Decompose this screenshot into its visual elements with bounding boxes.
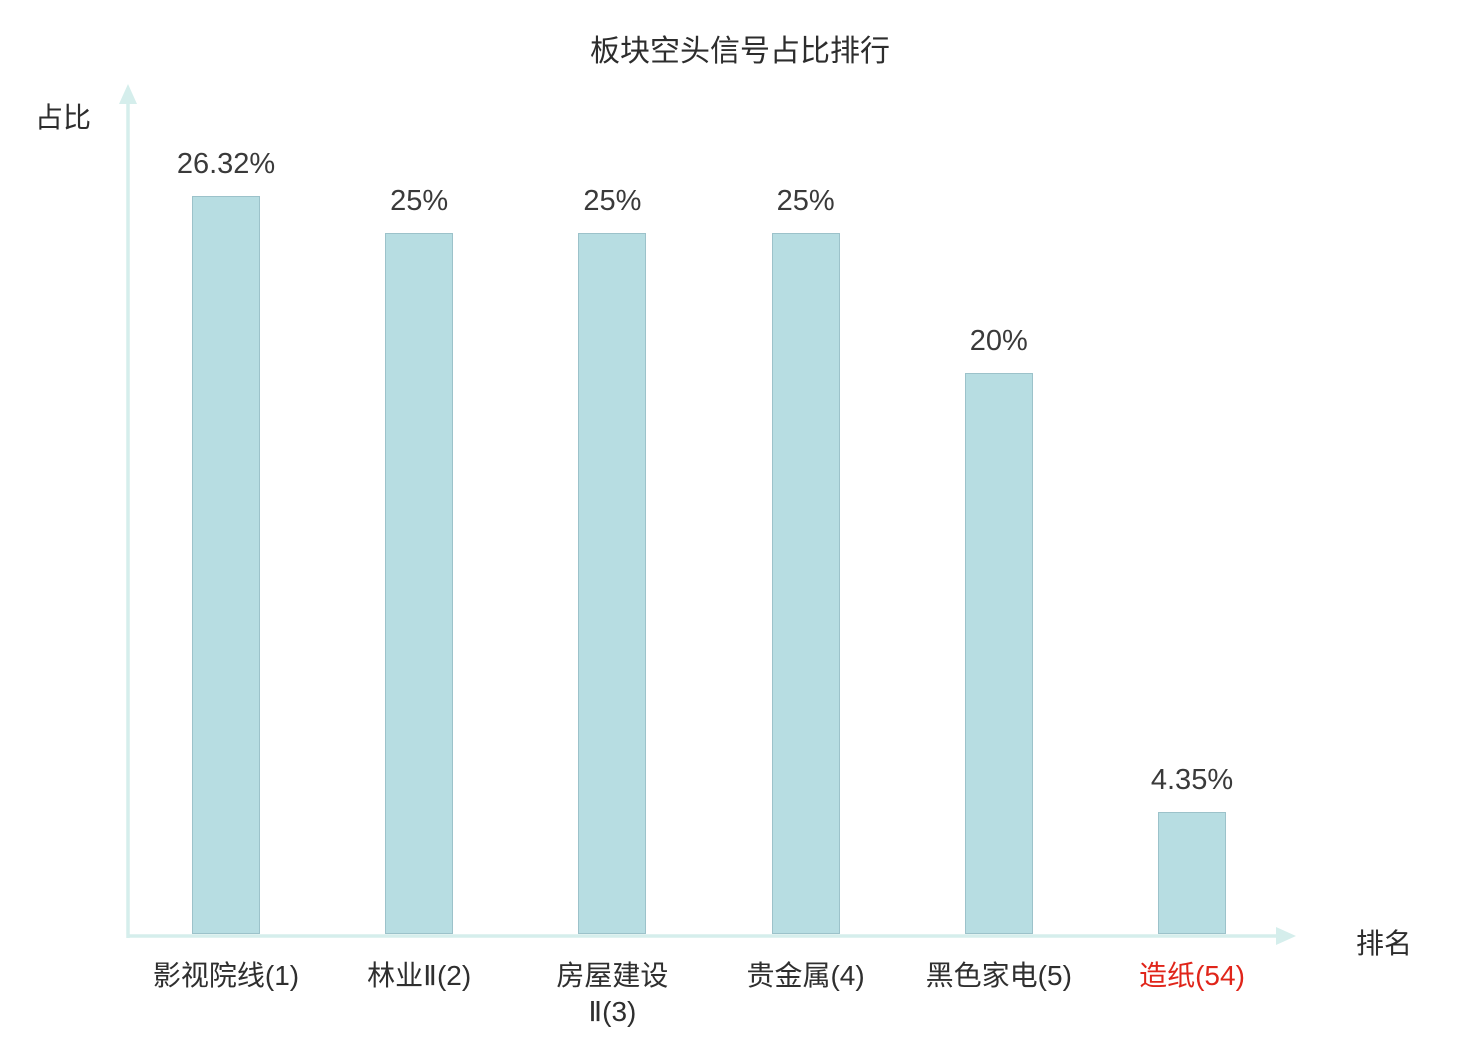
y-axis-arrow-icon [119, 84, 137, 104]
category-label: 房屋建设 Ⅱ(3) [556, 960, 669, 1028]
bar [964, 372, 1033, 934]
x-axis-label: 排名 [1356, 928, 1413, 959]
category-label: 林业Ⅱ(2) [367, 960, 472, 991]
x-axis-arrow-icon [1276, 927, 1296, 945]
y-axis-label: 占比 [35, 102, 92, 133]
bar [771, 232, 840, 934]
bar-value-label: 26.32% [176, 147, 276, 180]
chart-title: 板块空头信号占比排行 [590, 35, 890, 68]
bar-value-label: 25% [583, 184, 642, 217]
bar-value-label: 20% [969, 324, 1028, 357]
category-label: 黑色家电(5) [925, 960, 1072, 991]
bar-value-label: 25% [776, 184, 835, 217]
bar [578, 232, 647, 934]
category-label: 贵金属(4) [746, 960, 865, 991]
bar [1158, 811, 1226, 934]
bar-value-label: 4.35% [1150, 763, 1234, 796]
bar [192, 195, 260, 934]
bar-value-label: 25% [390, 184, 449, 217]
bar [385, 232, 454, 934]
category-label: 造纸(54) [1139, 960, 1245, 991]
category-label: 影视院线(1) [152, 960, 300, 991]
